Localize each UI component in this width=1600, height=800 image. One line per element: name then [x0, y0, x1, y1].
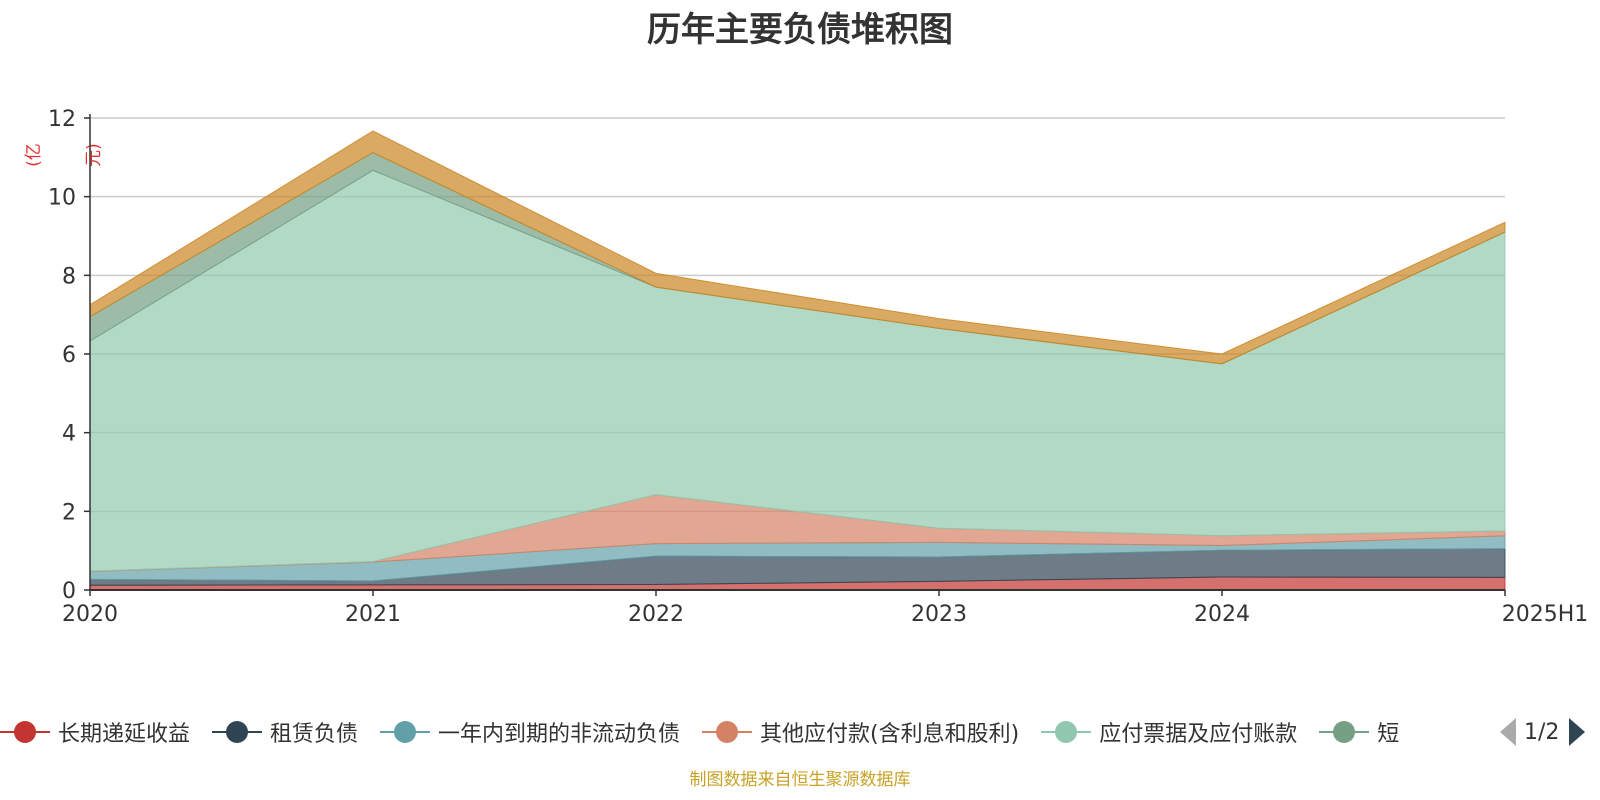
- x-tick-label: 2024: [1194, 602, 1250, 627]
- legend-item[interactable]: 租赁负债: [212, 712, 358, 752]
- y-tick-label: 8: [62, 264, 76, 289]
- x-tick-label: 2023: [911, 602, 967, 627]
- legend-marker-icon: [212, 719, 263, 745]
- y-tick-label: 0: [62, 579, 76, 604]
- x-tick-label: 2022: [628, 602, 684, 627]
- legend-marker-icon: [1041, 719, 1092, 745]
- y-tick-label: 6: [62, 343, 76, 368]
- y-tick-label: 2: [62, 500, 76, 525]
- legend-label: 应付票据及应付账款: [1099, 722, 1298, 747]
- y-tick-label: 10: [48, 186, 76, 211]
- legend-item[interactable]: 应付票据及应付账款: [1041, 712, 1297, 752]
- legend-next-page-icon[interactable]: [1569, 718, 1586, 746]
- legend-marker-icon: [1319, 719, 1370, 745]
- legend-marker-icon: [0, 719, 50, 745]
- legend-label: 其他应付款(含利息和股利): [760, 722, 1020, 747]
- legend-label: 长期递延收益: [58, 722, 191, 747]
- legend-item[interactable]: 长期递延收益: [0, 712, 190, 752]
- legend-pager: 1/2: [1500, 712, 1600, 752]
- x-tick-label: 2025H1: [1502, 602, 1589, 627]
- legend-marker-icon: [702, 719, 753, 745]
- y-tick-label: 4: [62, 422, 76, 447]
- stacked-area-chart: 0 2 4 6 8 10 12 2020 2021 2022 2023 2024 2025H1: [48, 107, 1588, 627]
- legend-marker-icon: [380, 719, 431, 745]
- legend-label: 短: [1377, 722, 1400, 747]
- legend-item[interactable]: 短: [1319, 712, 1399, 752]
- legend: 长期递延收益 租赁负债 一年内到期的非流动负债 其他应付款(含利息和股利) 应付票据及应…: [0, 712, 1490, 752]
- y-tick-label: 12: [48, 107, 76, 132]
- legend-prev-page-icon[interactable]: [1500, 718, 1516, 746]
- area-series-6: [89, 130, 1506, 365]
- axes: 0 2 4 6 8 10 12 2020 2021 2022 2023 2024 2025H1: [48, 107, 1588, 627]
- legend-label: 一年内到期的非流动负债: [438, 722, 681, 747]
- legend-label: 租赁负债: [270, 722, 359, 747]
- x-tick-label: 2020: [62, 602, 118, 627]
- source-note: 制图数据来自恒生聚源数据库: [689, 770, 911, 790]
- chart-title: 历年主要负债堆积图: [647, 10, 953, 50]
- area-series: [89, 130, 1506, 591]
- x-tick-label: 2021: [345, 602, 401, 627]
- area-series-4: [89, 169, 1506, 572]
- legend-page-indicator: 1/2: [1524, 719, 1560, 745]
- legend-item[interactable]: 一年内到期的非流动负债: [380, 712, 680, 752]
- legend-item[interactable]: 其他应付款(含利息和股利): [702, 712, 1019, 752]
